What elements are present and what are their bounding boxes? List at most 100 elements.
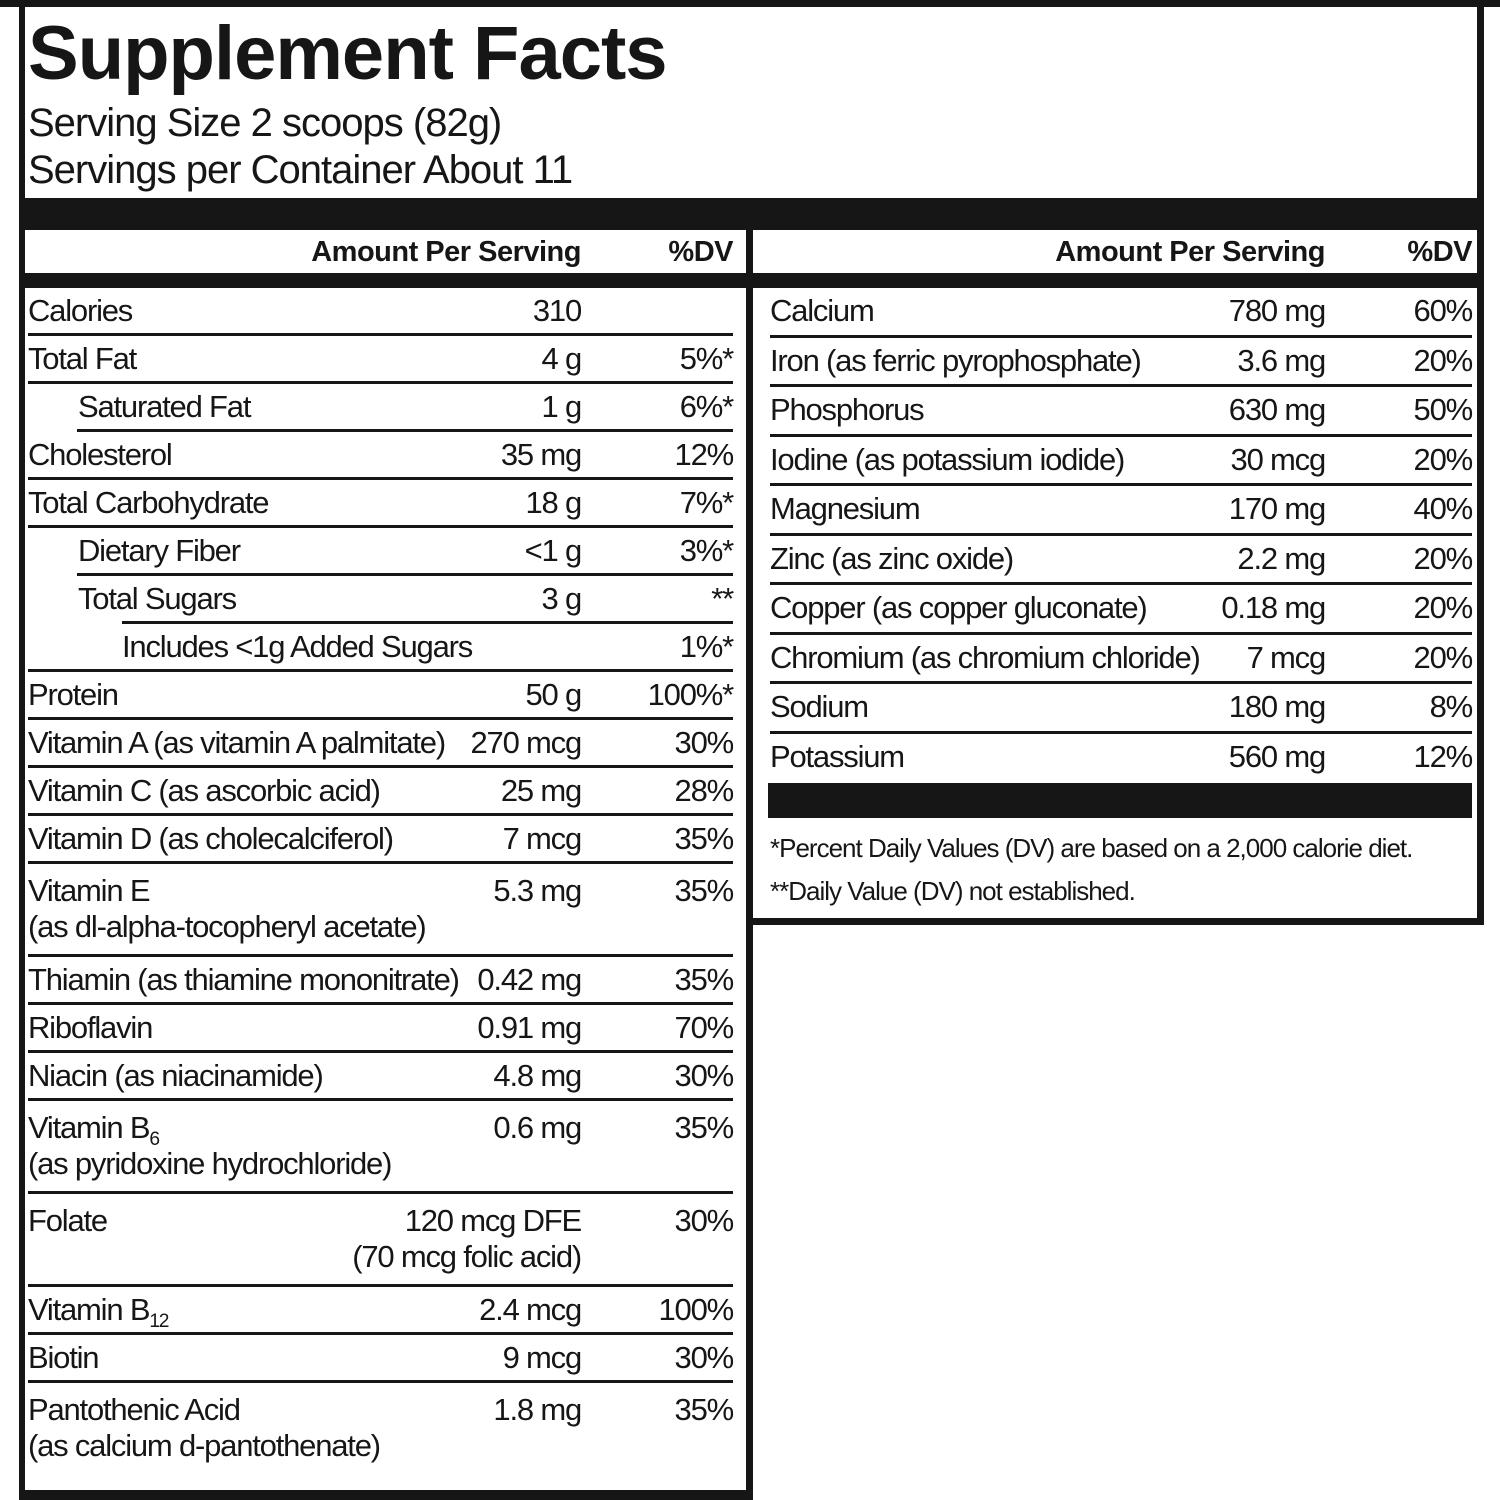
nutrient-dv: 30% xyxy=(674,1057,735,1093)
nutrient-label: Vitamin D (as cholecalciferol) xyxy=(28,820,394,856)
nutrient-dv: 30% xyxy=(674,724,735,760)
nutrient-dv: 70% xyxy=(674,1009,735,1045)
table-row: Iron (as ferric pyrophosphate) 3.6 mg 20% xyxy=(770,338,1474,385)
nutrient-label-line2: (as pyridoxine hydrochloride) xyxy=(28,1146,392,1181)
serving-info: Serving Size 2 scoops (82g) Servings per… xyxy=(28,100,573,194)
nutrient-label: Vitamin E xyxy=(28,873,151,908)
right-bottom-border xyxy=(746,918,1484,925)
table-row: Pantothenic Acid 1.8 mg 35% (as calcium d-p… xyxy=(28,1383,735,1473)
row-divider xyxy=(28,1050,733,1053)
row-divider xyxy=(28,1332,733,1335)
nutrient-dv: 35% xyxy=(674,873,735,908)
nutrient-amount: 1.8 mg xyxy=(493,1392,582,1427)
nutrient-label: Cholesterol xyxy=(28,436,173,472)
table-row: Thiamin (as thiamine mononitrate) 0.42 mg… xyxy=(28,957,734,1002)
nutrient-label: Biotin xyxy=(28,1339,100,1375)
footnote-daily-values: *Percent Daily Values (DV) are based on … xyxy=(770,833,1413,863)
nutrient-amount: 30 mcg xyxy=(1230,441,1327,477)
nutrient-amount: 1 g xyxy=(541,388,583,424)
table-row: Phosphorus 630 mg 50% xyxy=(770,387,1473,434)
nutrient-label: Potassium xyxy=(770,738,905,774)
nutrient-dv: 20% xyxy=(1413,342,1474,378)
nutrient-amount: 2.4 mcg xyxy=(479,1291,582,1327)
row-divider xyxy=(28,1191,733,1194)
nutrient-dv: 12% xyxy=(674,436,735,472)
nutrient-label: Pantothenic Acid xyxy=(28,1392,241,1427)
table-row: Potassium 560 mg 12% xyxy=(770,734,1474,781)
left-border xyxy=(19,0,25,1500)
table-row: Vitamin A (as vitamin A palmitate) 270 mc… xyxy=(28,720,735,765)
left-column-header: Amount Per Serving %DV xyxy=(28,231,733,273)
nutrient-label: Copper (as copper gluconate) xyxy=(770,590,1148,626)
row-divider xyxy=(770,483,1472,486)
column-divider xyxy=(746,230,753,1500)
row-divider xyxy=(28,333,733,336)
nutrient-label: Saturated Fat xyxy=(78,388,251,424)
footnotes: *Percent Daily Values (DV) are based on … xyxy=(770,831,1472,917)
row-divider xyxy=(770,384,1472,387)
nutrient-amount: 120 mcg DFE xyxy=(404,1203,583,1238)
row-divider xyxy=(28,813,733,816)
servings-per-container: Servings per Container About 11 xyxy=(28,148,573,192)
nutrient-dv: 100% xyxy=(658,1291,735,1327)
nutrient-dv: 35% xyxy=(674,1392,735,1427)
nutrient-dv: 20% xyxy=(1413,639,1474,675)
table-row: Magnesium 170 mg 40% xyxy=(770,486,1473,533)
header-thick-bar xyxy=(19,198,1483,230)
nutrient-dv: 20% xyxy=(1413,540,1474,576)
row-divider xyxy=(770,582,1472,585)
nutrient-label: Calories xyxy=(28,292,133,328)
nutrient-amount: 270 mcg xyxy=(470,724,583,760)
row-divider xyxy=(770,681,1472,684)
table-row: Chromium (as chromium chloride) 7 mcg 20% xyxy=(770,635,1474,682)
nutrient-amount: 4 g xyxy=(541,340,583,376)
nutrient-label: Thiamin (as thiamine mononitrate) xyxy=(28,961,460,997)
nutrient-label: Chromium (as chromium chloride) xyxy=(770,639,1201,675)
table-row: Copper (as copper gluconate) 0.18 mg 20% xyxy=(770,585,1473,632)
table-row: Saturated Fat 1 g 6%* xyxy=(28,384,734,429)
row-divider xyxy=(770,433,1472,437)
nutrient-dv: 12% xyxy=(1413,738,1474,774)
nutrient-label: Vitamin B6 xyxy=(28,1110,160,1151)
row-divider xyxy=(28,1380,733,1383)
row-divider xyxy=(28,525,733,528)
nutrient-amount: 0.6 mg xyxy=(493,1110,582,1145)
nutrient-label-line2: (as dl-alpha-tocopheryl acetate) xyxy=(28,909,427,944)
nutrient-dv: 35% xyxy=(674,1110,735,1145)
table-row: Vitamin D (as cholecalciferol) 7 mcg 35% xyxy=(28,816,734,861)
nutrient-label: Folate xyxy=(28,1203,108,1238)
page-title: Supplement Facts xyxy=(28,11,668,96)
nutrient-label: Sodium xyxy=(770,689,869,725)
nutrient-dv: 30% xyxy=(674,1339,735,1375)
nutrient-dv: 6%* xyxy=(679,388,734,424)
nutrient-label: Total Fat xyxy=(28,340,137,376)
nutrient-amount: 0.91 mg xyxy=(477,1009,582,1045)
nutrient-amount: 4.8 mg xyxy=(493,1057,582,1093)
row-divider xyxy=(28,765,733,768)
nutrient-dv: 60% xyxy=(1413,293,1474,329)
nutrient-label: Zinc (as zinc oxide) xyxy=(770,540,1014,576)
nutrient-label: Phosphorus xyxy=(770,392,925,428)
row-divider xyxy=(770,334,1472,338)
nutrient-amount: 3 g xyxy=(541,580,583,616)
row-divider xyxy=(28,717,733,720)
table-row: Folate 120 mcg DFE 30% (70 mcg folic acid) xyxy=(28,1194,734,1284)
row-divider xyxy=(28,1098,733,1101)
nutrient-label: Iron (as ferric pyrophosphate) xyxy=(770,342,1142,378)
nutrient-dv: ** xyxy=(711,580,734,616)
subheader-bar xyxy=(25,273,1477,288)
table-row: Protein 50 g 100%* xyxy=(28,672,734,717)
nutrient-label: Protein xyxy=(28,676,119,712)
table-row: Includes <1g Added Sugars 1%* xyxy=(28,624,734,669)
footnote-dv-not-established: **Daily Value (DV) not established. xyxy=(770,876,1136,906)
row-divider xyxy=(28,381,733,384)
table-row: Cholesterol 35 mg 12% xyxy=(28,432,735,477)
nutrient-amount: 35 mg xyxy=(500,436,582,472)
nutrient-label: Includes <1g Added Sugars xyxy=(122,628,473,664)
amount-per-serving-header: Amount Per Serving xyxy=(311,235,581,268)
nutrient-amount: <1 g xyxy=(524,532,583,568)
nutrient-label: Total Carbohydrate xyxy=(28,484,270,520)
table-row: Total Sugars 3 g ** xyxy=(28,576,734,621)
nutrient-amount: 25 mg xyxy=(500,772,582,808)
